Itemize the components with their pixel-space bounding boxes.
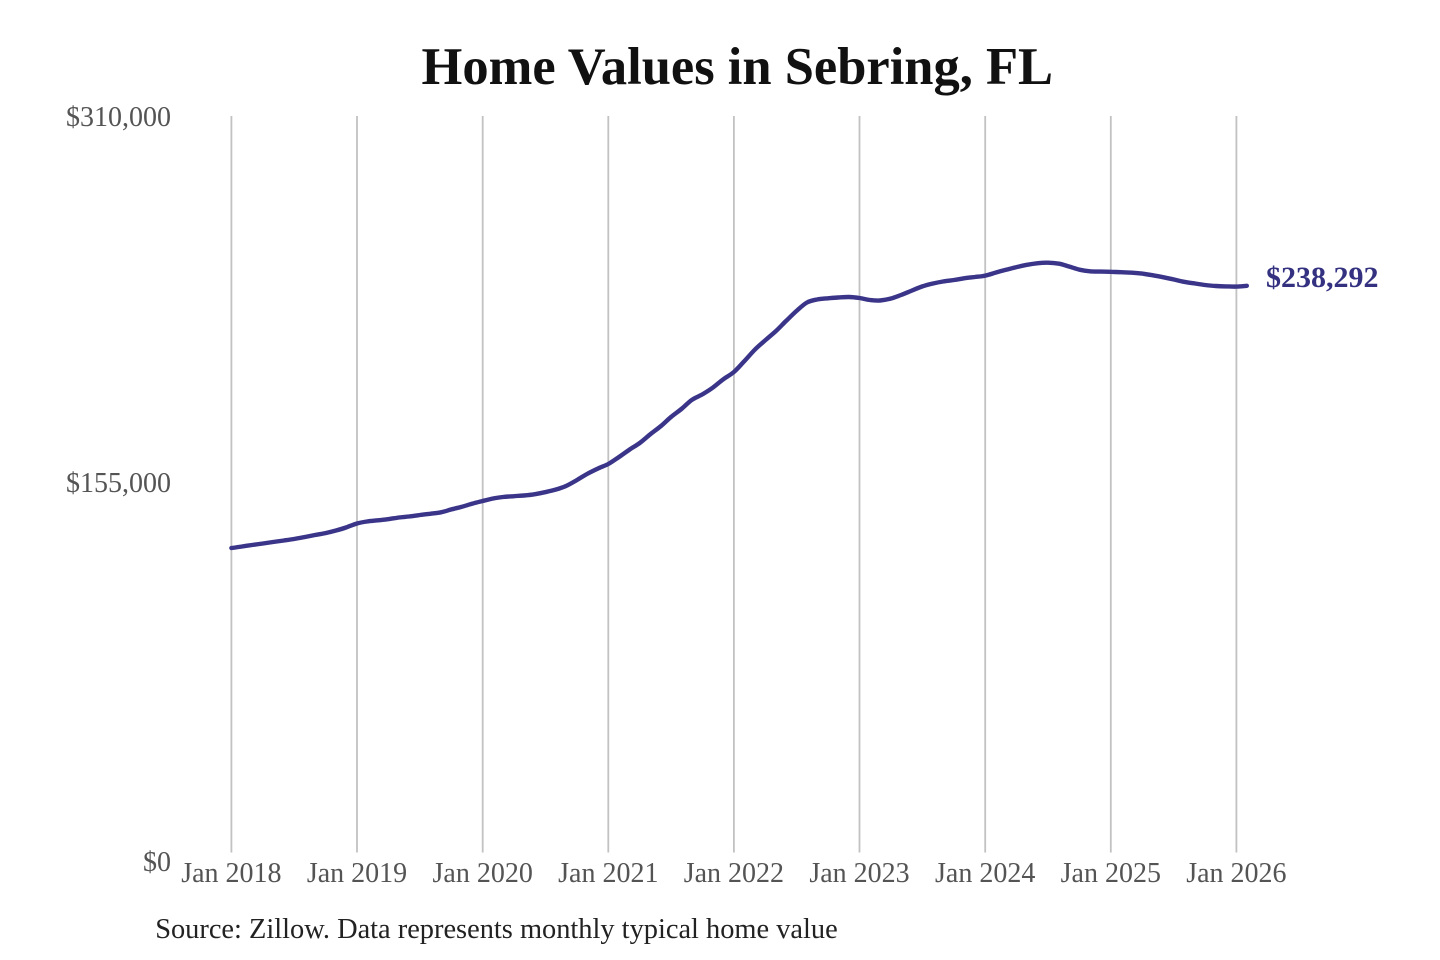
svg-text:Jan 2023: Jan 2023 xyxy=(809,858,909,889)
svg-text:Jan 2026: Jan 2026 xyxy=(1186,858,1286,889)
svg-text:$0: $0 xyxy=(143,847,171,878)
svg-text:Jan 2021: Jan 2021 xyxy=(558,858,658,889)
svg-text:Jan 2022: Jan 2022 xyxy=(684,858,784,889)
svg-text:$238,292: $238,292 xyxy=(1266,261,1379,294)
svg-text:Jan 2018: Jan 2018 xyxy=(181,858,281,889)
svg-text:$310,000: $310,000 xyxy=(66,102,171,133)
svg-text:Home Values in Sebring, FL: Home Values in Sebring, FL xyxy=(422,38,1054,96)
svg-text:Jan 2024: Jan 2024 xyxy=(935,858,1035,889)
svg-text:Jan 2020: Jan 2020 xyxy=(433,858,533,889)
svg-text:Jan 2025: Jan 2025 xyxy=(1061,858,1161,889)
svg-text:Source: Zillow. Data represent: Source: Zillow. Data represents monthly … xyxy=(155,914,838,945)
svg-text:$155,000: $155,000 xyxy=(66,468,171,499)
svg-text:Jan 2019: Jan 2019 xyxy=(307,858,407,889)
